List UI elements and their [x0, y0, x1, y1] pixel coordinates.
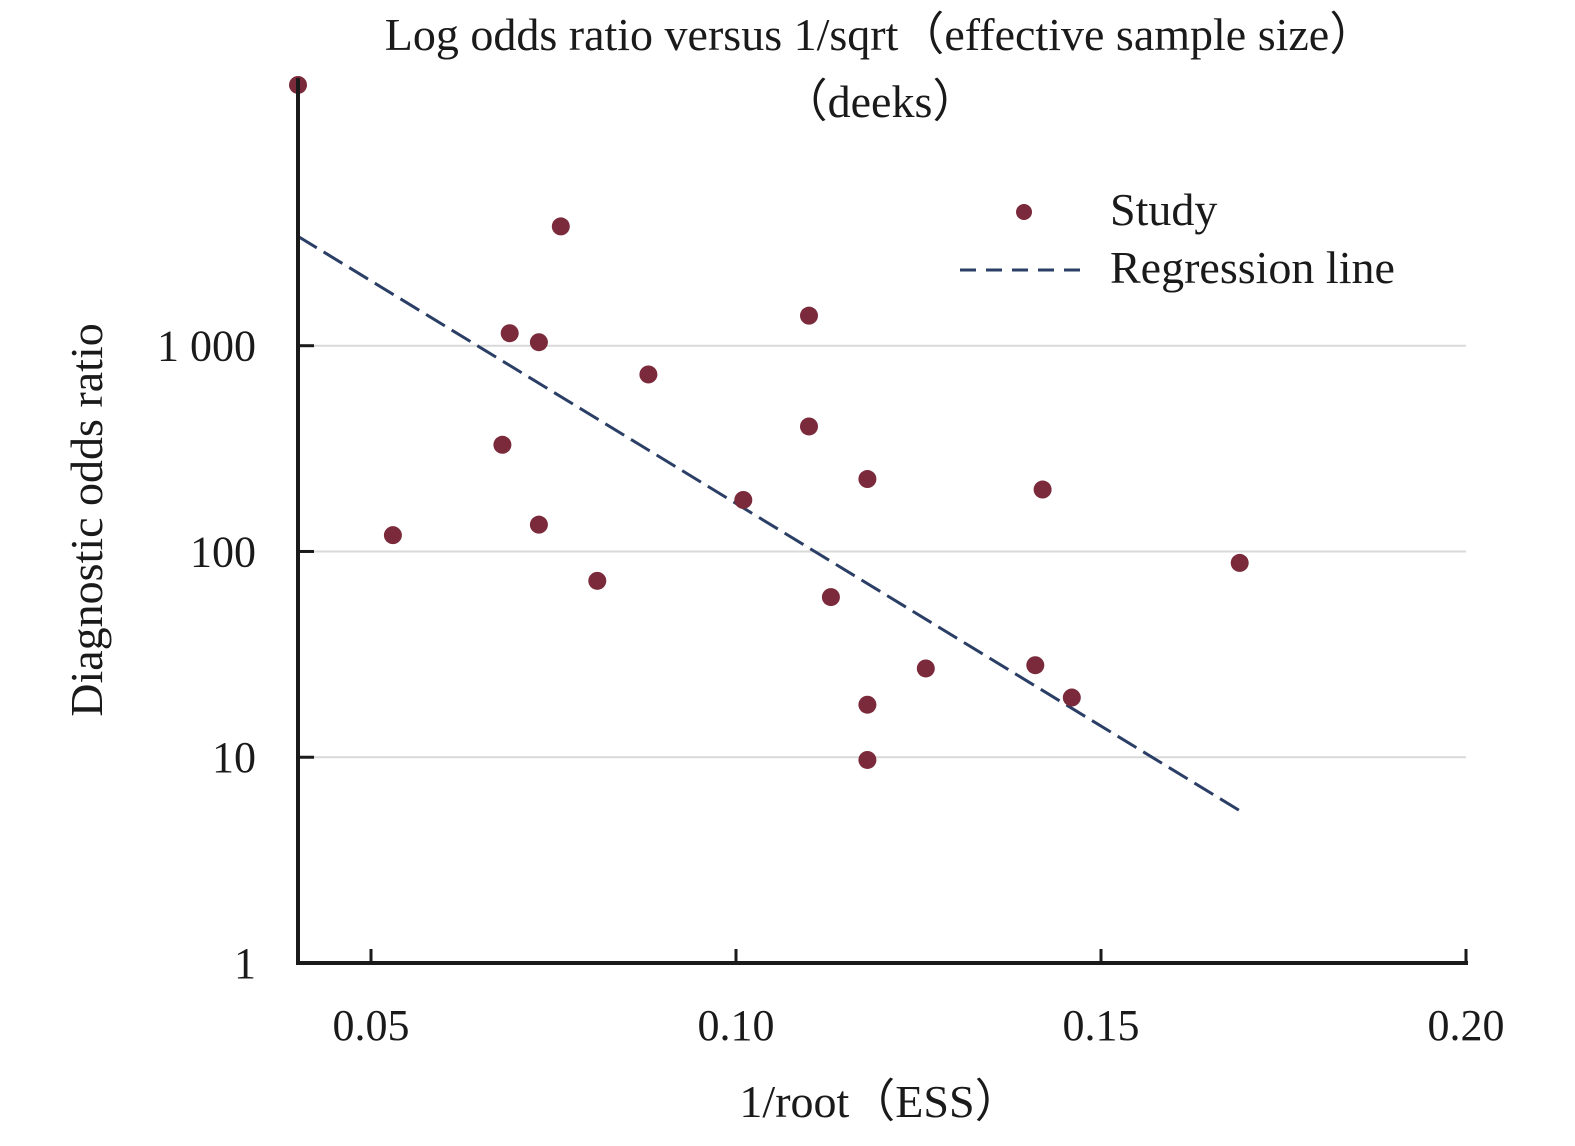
study-point [800, 417, 818, 436]
study-point [493, 435, 512, 454]
study-point [500, 324, 519, 343]
y-tick-label: 1 [234, 939, 256, 988]
legend-regression-label: Regression line [1110, 242, 1395, 293]
chart-subtitle: （deeks） [782, 76, 979, 127]
study-point [639, 365, 658, 384]
gridlines [298, 344, 1466, 759]
study-point [858, 750, 877, 769]
study-point [1062, 688, 1081, 707]
y-tick-label: 100 [190, 527, 256, 576]
y-tick-label: 10 [212, 733, 256, 782]
y-axis-ticks: 1 10 100 1 000 [157, 322, 314, 988]
legend-study-marker [1016, 204, 1032, 220]
y-axis-label: Diagnostic odds ratio [61, 323, 112, 717]
chart-title: Log odds ratio versus 1/sqrt（effective s… [385, 9, 1375, 60]
study-point [1026, 656, 1045, 675]
study-point [529, 333, 548, 352]
x-tick-label: 0.05 [333, 1001, 410, 1050]
axes [296, 78, 1468, 965]
study-point [529, 515, 548, 534]
legend: Study Regression line [960, 184, 1395, 293]
legend-study-label: Study [1110, 184, 1217, 235]
study-point [1230, 553, 1249, 572]
study-point [916, 659, 935, 678]
x-tick-label: 0.15 [1063, 1001, 1140, 1050]
x-axis-label: 1/root（ESS） [739, 1076, 1020, 1127]
x-tick-label: 0.10 [698, 1001, 775, 1050]
study-point [858, 695, 877, 714]
study-point [1033, 480, 1052, 499]
x-axis-ticks: 0.05 0.10 0.15 0.20 [333, 949, 1505, 1050]
study-point [734, 490, 753, 509]
study-point [383, 526, 402, 545]
regression-line-group [297, 235, 1241, 812]
study-points [289, 75, 1249, 769]
study-point [800, 306, 818, 325]
x-tick-label: 0.20 [1428, 1001, 1505, 1050]
study-point [858, 470, 877, 489]
study-point [588, 571, 607, 590]
study-point [821, 588, 840, 607]
study-point [551, 217, 570, 236]
y-tick-label: 1 000 [157, 322, 256, 371]
regression-line [297, 235, 1241, 812]
